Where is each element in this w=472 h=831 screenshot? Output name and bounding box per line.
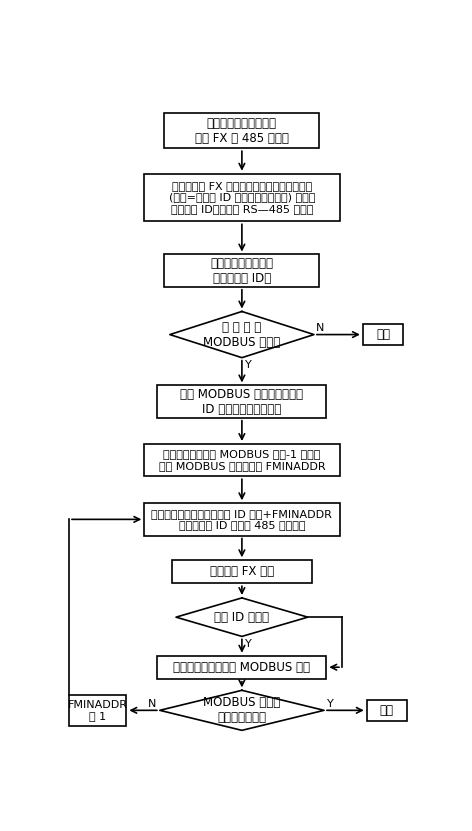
- Text: 控制器接收总线上全
部器件的总 ID。: 控制器接收总线上全 部器件的总 ID。: [211, 257, 273, 285]
- Text: FMINADDR
加 1: FMINADDR 加 1: [68, 700, 128, 721]
- Text: 按命令设置本器件的 MODBUS 地址: 按命令设置本器件的 MODBUS 地址: [173, 661, 311, 674]
- Text: 控制器发送广播寄存器
命令 FX 到 485 总线上: 控制器发送广播寄存器 命令 FX 到 485 总线上: [195, 116, 289, 145]
- Text: N: N: [316, 323, 324, 333]
- Text: 不相同值器件最高 MODBUS 地址-1 为最小
设置 MODBUS 地址初始值 FMINADDR: 不相同值器件最高 MODBUS 地址-1 为最小 设置 MODBUS 地址初始值…: [159, 450, 325, 471]
- Text: Y: Y: [244, 361, 252, 371]
- Text: 控制器将未发送过最低器件 ID 地址+FMINADDR
组成对应总 ID 发送到 485 总线上。: 控制器将未发送过最低器件 ID 地址+FMINADDR 组成对应总 ID 发送到…: [152, 509, 332, 530]
- Bar: [158, 656, 326, 679]
- Text: 有 相 同 的
MODBUS 地址？: 有 相 同 的 MODBUS 地址？: [203, 321, 280, 348]
- Bar: [69, 695, 126, 725]
- Polygon shape: [176, 598, 308, 637]
- Bar: [363, 324, 403, 346]
- Text: 相同 MODBUS 协议器件按器件
ID 次序按从小到大排序: 相同 MODBUS 协议器件按器件 ID 次序按从小到大排序: [180, 387, 303, 416]
- Text: 结束: 结束: [376, 328, 390, 341]
- Polygon shape: [170, 312, 314, 357]
- Bar: [164, 113, 320, 148]
- Bar: [164, 254, 320, 287]
- Bar: [158, 386, 326, 418]
- Text: 器件接收到 FX 命令，延时一指定值的毫秒值
(其值=本器件 ID 地址值乘一固定值) 后，将
器件上总 ID，发送到 RS—485 总线。: 器件接收到 FX 命令，延时一指定值的毫秒值 (其值=本器件 ID 地址值乘一固…: [169, 181, 315, 214]
- Text: Y: Y: [244, 639, 252, 649]
- Bar: [144, 444, 339, 476]
- Text: N: N: [148, 699, 156, 709]
- Text: Y: Y: [327, 699, 334, 709]
- Polygon shape: [160, 691, 324, 730]
- Text: 结束: 结束: [380, 704, 394, 717]
- Bar: [367, 700, 407, 721]
- Bar: [144, 504, 339, 535]
- Text: 器件接收 FX 命令: 器件接收 FX 命令: [210, 565, 274, 578]
- Bar: [172, 560, 312, 583]
- Text: 器件 ID 相同？: 器件 ID 相同？: [214, 611, 270, 623]
- Text: MODBUS 地址相
同值发送完否？: MODBUS 地址相 同值发送完否？: [203, 696, 280, 725]
- Bar: [144, 174, 339, 221]
